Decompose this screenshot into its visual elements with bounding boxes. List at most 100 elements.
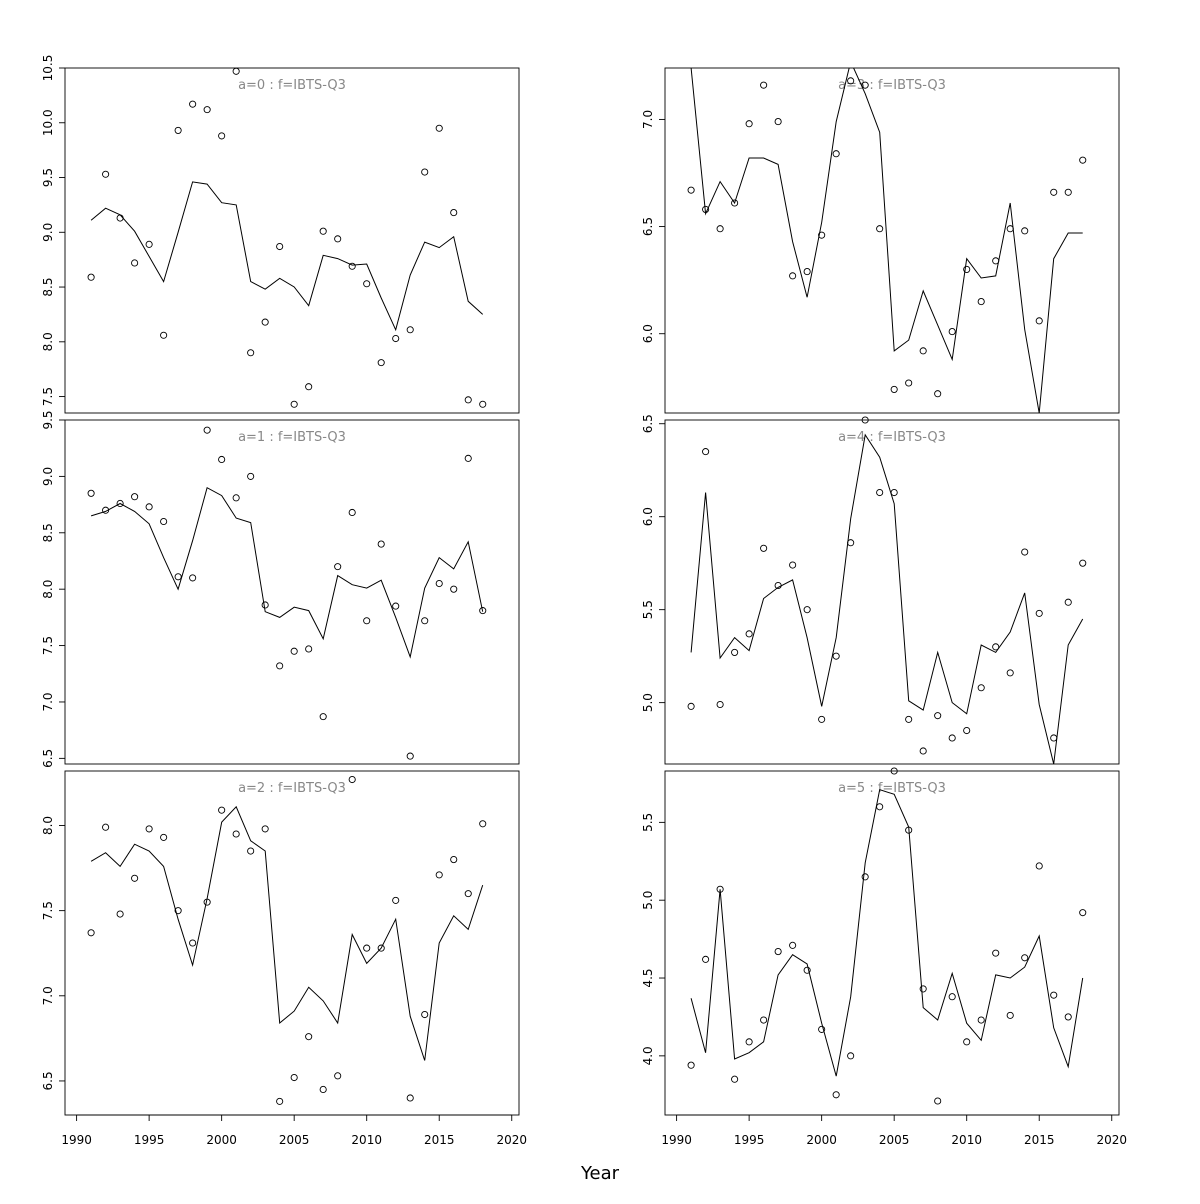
y-tick-label: 5.5 <box>641 600 655 619</box>
y-tick-label: 9.0 <box>41 223 55 242</box>
observed-point <box>174 126 182 134</box>
observed-point <box>1035 609 1043 617</box>
observed-point <box>977 298 985 306</box>
panel-2: a=2 : f=IBTS-Q3 6.5 7.0 7.5 8.0 1990 1995 2000 2… <box>41 770 527 1147</box>
observed-point <box>305 1033 313 1041</box>
observed-point <box>1021 954 1029 962</box>
observed-point <box>716 700 724 709</box>
observed-point <box>377 944 385 952</box>
observed-point <box>261 601 269 609</box>
observed-point <box>905 826 913 834</box>
observed-point <box>305 383 313 391</box>
observed-point <box>803 606 811 614</box>
y-tick-label: 7.0 <box>641 110 655 129</box>
y-tick-label: 9.5 <box>41 168 55 187</box>
y-tick-label: 5.0 <box>641 891 655 910</box>
x-tick-label: 2015 <box>424 1133 455 1147</box>
observed-point <box>203 426 211 434</box>
observed-point <box>435 871 443 879</box>
observed-point <box>392 602 400 610</box>
observed-point <box>319 713 327 721</box>
observed-point <box>87 489 95 497</box>
observed-point <box>305 645 313 653</box>
observed-point <box>247 472 255 480</box>
x-tick-label: 2005 <box>879 1133 910 1147</box>
observed-point <box>116 499 124 508</box>
observed-point <box>290 647 298 655</box>
observed-point <box>687 186 695 194</box>
observed-point <box>261 825 269 833</box>
fitted-series-line <box>690 789 1084 1077</box>
observed-point <box>232 67 240 75</box>
panel-1: a=1 : f=IBTS-Q3 6.5 7.0 7.5 8.0 8.5 9.0 9.5 <box>41 410 520 768</box>
observed-point <box>232 494 240 502</box>
observed-point <box>774 581 782 590</box>
observed-point <box>687 1061 695 1069</box>
x-tick-label: 1990 <box>61 1133 92 1147</box>
observed-point <box>745 630 753 638</box>
y-tick-label: 8.5 <box>41 278 55 297</box>
observed-point <box>760 1016 768 1024</box>
observed-point <box>1021 227 1029 235</box>
observed-point <box>1006 669 1014 677</box>
panel-4: a=4 : f=IBTS-Q3 5.0 5.5 6.0 6.5 <box>641 414 1120 765</box>
observed-point <box>464 890 472 898</box>
y-tick-label: 7.5 <box>41 636 55 655</box>
y-tick-label: 7.0 <box>41 986 55 1005</box>
observed-point <box>392 334 400 343</box>
panel-frame <box>64 770 520 1116</box>
fitted-series-line <box>690 433 1084 764</box>
observed-point <box>890 767 898 775</box>
y-tick-label: 5.0 <box>641 693 655 712</box>
x-tick-label: 2000 <box>806 1133 837 1147</box>
observed-point <box>1035 862 1043 870</box>
observed-point <box>702 955 710 963</box>
observed-point <box>1006 1011 1014 1019</box>
observed-point <box>861 81 869 89</box>
y-tick-label: 6.0 <box>641 324 655 343</box>
observed-point <box>716 885 724 893</box>
y-tick-label: 9.5 <box>41 410 55 429</box>
observed-point <box>276 662 284 670</box>
observed-point <box>832 1091 840 1099</box>
observed-point <box>348 262 356 270</box>
observed-point <box>319 1085 327 1094</box>
observed-point <box>1064 1013 1072 1021</box>
observed-point <box>421 617 429 625</box>
observed-point <box>406 326 414 334</box>
observed-point <box>876 803 884 811</box>
observed-point <box>218 806 226 814</box>
x-tick-label: 2010 <box>351 1133 382 1147</box>
observed-point <box>102 506 110 514</box>
y-tick-label: 8.5 <box>41 523 55 542</box>
y-tick-label: 6.5 <box>41 1071 55 1090</box>
observed-point <box>992 257 1000 265</box>
observed-point <box>160 833 168 841</box>
observed-point <box>406 752 414 760</box>
observed-point <box>218 455 226 464</box>
y-tick-label: 6.5 <box>641 414 655 433</box>
observed-point <box>687 702 695 710</box>
observed-point <box>363 944 371 952</box>
observed-point <box>774 948 782 956</box>
observed-point <box>1006 225 1014 233</box>
panel-title: a=2 : f=IBTS-Q3 <box>238 781 346 796</box>
observed-point <box>232 830 240 838</box>
observed-point <box>203 898 211 906</box>
observed-point <box>1079 156 1087 164</box>
observed-point <box>876 225 884 233</box>
observed-point <box>992 643 1000 651</box>
y-tick-label: 7.0 <box>41 692 55 711</box>
panel-frame <box>64 419 520 765</box>
observed-point <box>731 648 739 656</box>
observed-point <box>203 106 211 114</box>
observed-point <box>334 563 342 571</box>
y-tick-label: 4.5 <box>641 968 655 987</box>
observed-point <box>145 503 153 511</box>
observed-point <box>847 77 855 85</box>
observed-point <box>1050 734 1058 742</box>
observed-point <box>406 1094 414 1102</box>
observed-point <box>789 272 797 280</box>
